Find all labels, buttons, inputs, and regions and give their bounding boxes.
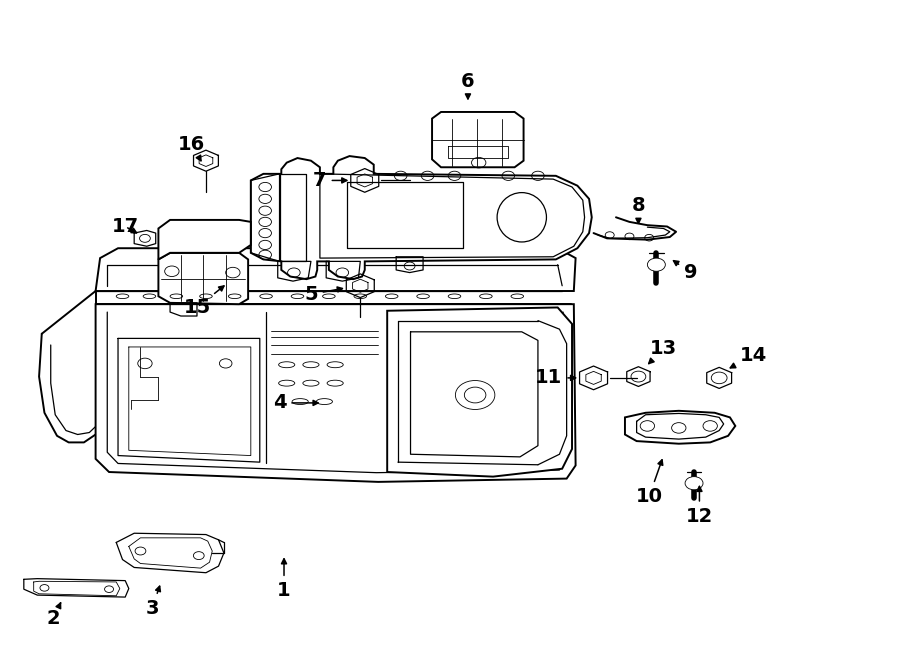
Text: 8: 8 — [632, 196, 645, 223]
Polygon shape — [387, 307, 572, 477]
Text: 11: 11 — [536, 368, 576, 387]
Polygon shape — [432, 112, 524, 167]
Text: 7: 7 — [313, 171, 346, 190]
Text: 12: 12 — [686, 486, 713, 525]
Text: 5: 5 — [304, 285, 342, 304]
Text: 2: 2 — [47, 603, 60, 628]
Text: 16: 16 — [178, 136, 205, 161]
Text: 9: 9 — [673, 260, 698, 282]
Polygon shape — [95, 304, 576, 482]
Text: 4: 4 — [273, 393, 318, 412]
Text: 17: 17 — [112, 217, 139, 236]
Text: 1: 1 — [277, 559, 291, 600]
Text: 14: 14 — [730, 346, 767, 368]
Text: 15: 15 — [184, 286, 224, 317]
Polygon shape — [251, 156, 592, 279]
Polygon shape — [158, 253, 248, 304]
Text: 3: 3 — [146, 586, 160, 618]
Text: 13: 13 — [649, 340, 677, 364]
Polygon shape — [625, 410, 735, 444]
Text: 6: 6 — [461, 72, 475, 99]
Circle shape — [647, 258, 665, 271]
Polygon shape — [158, 220, 251, 259]
Polygon shape — [95, 249, 576, 291]
Circle shape — [685, 477, 703, 490]
Text: 10: 10 — [635, 460, 662, 506]
